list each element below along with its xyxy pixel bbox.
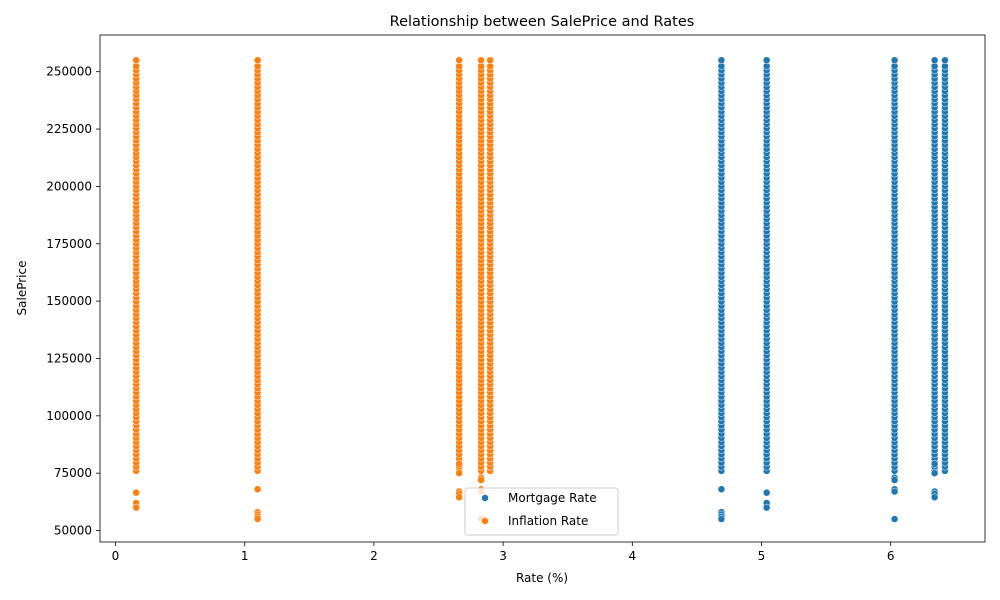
legend-marker-mortgage: [481, 494, 489, 502]
x-tick-label: 4: [628, 549, 636, 563]
y-tick-label: 225000: [46, 122, 92, 136]
inflation-rate-point: [253, 56, 262, 64]
mortgage-rate-point: [930, 469, 939, 477]
mortgage-rate-point: [941, 56, 949, 64]
legend-marker-inflation: [481, 517, 489, 525]
legend-label-inflation: Inflation Rate: [508, 514, 588, 528]
mortgage-rate-point: [890, 487, 899, 496]
legend: Mortgage Rate Inflation Rate: [464, 487, 619, 536]
inflation-rate-point: [455, 460, 463, 468]
y-tick-label: 50000: [54, 524, 92, 538]
inflation-rate-point: [455, 493, 463, 502]
inflation-rate-point: [477, 476, 485, 484]
inflation-rate-point: [253, 515, 262, 523]
mortgage-rate-point: [890, 56, 899, 64]
points-layer: [132, 56, 949, 523]
mortgage-rate-point: [762, 488, 771, 497]
mortgage-rate-point: [890, 476, 899, 484]
mortgage-rate-point: [930, 56, 939, 64]
x-tick-label: 0: [112, 549, 120, 563]
y-tick-label: 75000: [54, 466, 92, 480]
legend-label-mortgage: Mortgage Rate: [508, 491, 597, 505]
y-axis: 50000 75000 100000 125000 150000 175000 200000…: [46, 65, 100, 538]
x-tick-label: 5: [758, 549, 766, 563]
mortgage-rate-point: [717, 56, 726, 64]
inflation-rate-point: [132, 488, 140, 497]
legend-box: [464, 487, 619, 536]
x-axis-label: Rate (%): [516, 571, 568, 585]
x-tick-label: 1: [241, 549, 249, 563]
y-tick-label: 175000: [46, 237, 92, 251]
y-tick-label: 150000: [46, 294, 92, 308]
x-tick-label: 6: [887, 549, 895, 563]
plot-frame: [99, 34, 986, 543]
y-tick-label: 125000: [46, 351, 92, 365]
inflation-rate-point: [455, 469, 463, 477]
x-tick-label: 2: [370, 549, 378, 563]
inflation-rate-point: [132, 56, 140, 64]
mortgage-rate-point: [930, 493, 939, 502]
x-tick-label: 3: [499, 549, 507, 563]
y-tick-label: 200000: [46, 179, 92, 193]
chart-title: Relationship between SalePrice and Rates: [390, 14, 695, 30]
inflation-rate-point: [477, 56, 485, 64]
mortgage-rate-point: [717, 485, 726, 493]
y-tick-label: 100000: [46, 409, 92, 423]
mortgage-rate-point: [762, 56, 771, 64]
inflation-rate-point: [455, 56, 463, 64]
x-axis: 0 1 2 3 4 5 6: [112, 542, 895, 563]
mortgage-rate-point: [890, 515, 899, 523]
mortgage-rate-point: [762, 503, 771, 512]
y-axis-label: SalePrice: [15, 261, 29, 316]
y-tick-label: 250000: [46, 65, 92, 79]
inflation-rate-point: [132, 503, 140, 512]
inflation-rate-point: [486, 56, 494, 64]
inflation-rate-point: [253, 485, 262, 493]
mortgage-rate-point: [930, 460, 939, 468]
mortgage-rate-point: [717, 515, 726, 523]
